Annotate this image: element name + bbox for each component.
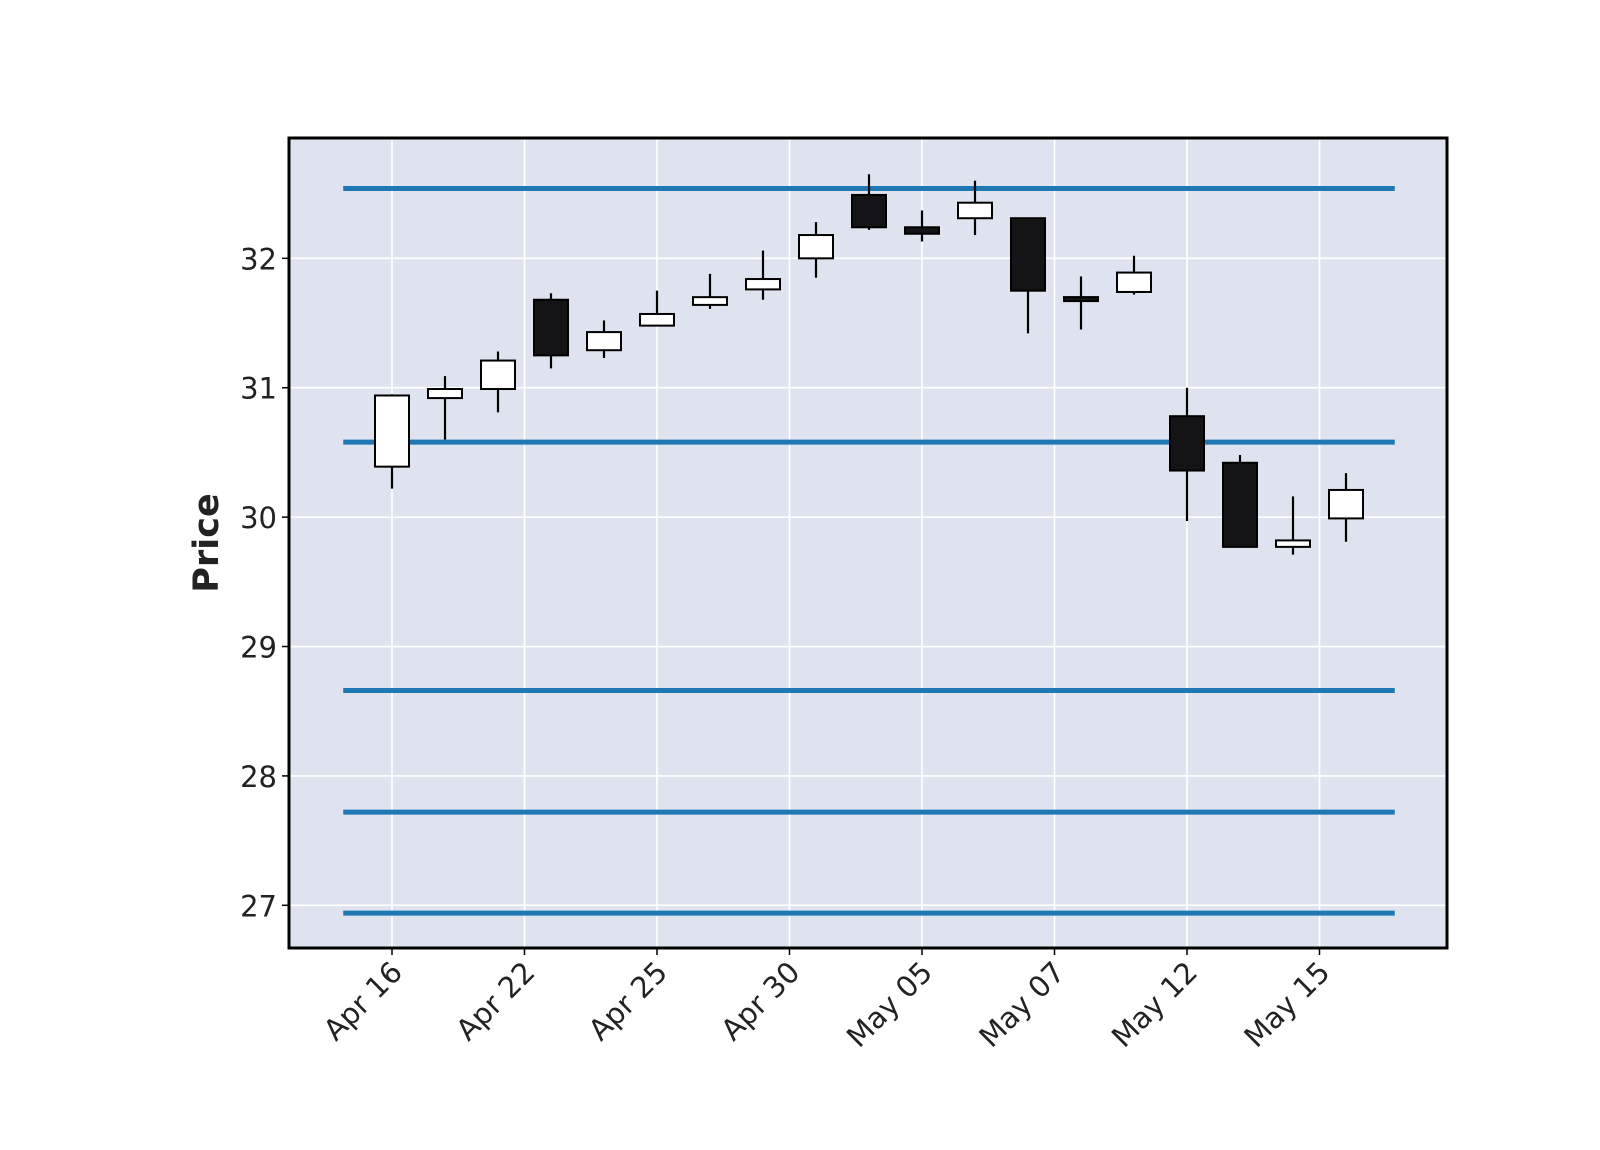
candle-body xyxy=(533,298,569,357)
candle-body xyxy=(1275,539,1311,548)
candle xyxy=(427,376,463,440)
x-tick-label: Apr 16 xyxy=(317,955,409,1047)
candle-body xyxy=(374,394,410,468)
y-tick-label: 29 xyxy=(240,631,277,665)
candle-body xyxy=(798,234,834,260)
candles xyxy=(374,174,1364,555)
candle xyxy=(957,180,993,236)
plot-frame xyxy=(287,136,1449,950)
candle-body xyxy=(1222,461,1258,548)
candle xyxy=(1169,387,1205,522)
y-axis-label: Price xyxy=(187,493,227,592)
candle-body xyxy=(1116,271,1152,293)
candle-body xyxy=(639,312,675,327)
x-tick-label: Apr 25 xyxy=(582,955,674,1047)
plot-area xyxy=(289,138,1447,948)
y-tick-label: 32 xyxy=(240,242,277,276)
candle xyxy=(533,293,569,369)
candle-body xyxy=(904,226,940,235)
candle-body xyxy=(1328,488,1364,520)
candle-body xyxy=(1063,296,1099,303)
x-tick-label: May 07 xyxy=(972,955,1071,1054)
y-tick-label: 31 xyxy=(240,372,277,406)
candle xyxy=(639,290,675,327)
candle-body xyxy=(480,359,516,391)
candle xyxy=(851,174,887,230)
candle xyxy=(1222,455,1258,548)
candle-body xyxy=(957,201,993,220)
candle-body xyxy=(745,278,781,291)
candle xyxy=(692,273,728,309)
x-tick-label: May 12 xyxy=(1105,955,1204,1054)
y-tick-label: 28 xyxy=(240,760,277,794)
candle xyxy=(374,394,410,489)
y-axis-ticks: 27 28 29 30 31 32 xyxy=(240,242,289,923)
candle xyxy=(745,250,781,300)
candle xyxy=(1116,255,1152,295)
x-tick-label: May 05 xyxy=(840,955,939,1054)
candle xyxy=(480,351,516,413)
x-tick-label: Apr 22 xyxy=(449,955,541,1047)
candle xyxy=(586,320,622,358)
candle xyxy=(1275,496,1311,555)
candle xyxy=(1063,276,1099,330)
candle-body xyxy=(1010,217,1046,292)
candle xyxy=(1328,473,1364,542)
candle-body xyxy=(427,388,463,400)
x-tick-label: Apr 30 xyxy=(714,955,806,1047)
candle-body xyxy=(692,296,728,306)
candle xyxy=(1010,217,1046,334)
y-tick-label: 27 xyxy=(240,889,277,923)
x-axis-ticks: Apr 16 Apr 22 Apr 25 Apr 30 May 05 May 07 May … xyxy=(317,948,1336,1054)
x-tick-label: May 15 xyxy=(1237,955,1336,1054)
y-tick-label: 30 xyxy=(240,501,277,535)
candle xyxy=(904,210,940,242)
candle-body xyxy=(586,331,622,352)
candle-body xyxy=(851,193,887,229)
candle-body xyxy=(1169,415,1205,472)
candle xyxy=(798,222,834,278)
